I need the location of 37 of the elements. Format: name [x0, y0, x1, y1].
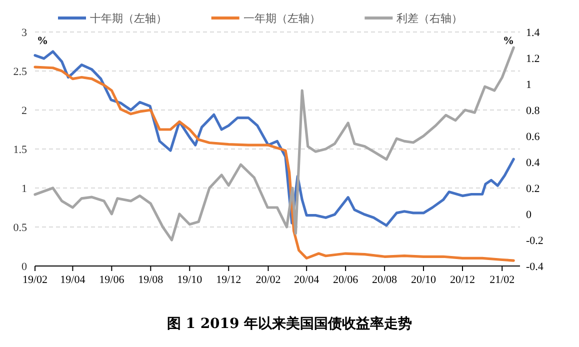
- x-tick-label: 19/08: [138, 274, 164, 286]
- y-tick-label: 0.5: [13, 222, 28, 234]
- x-tick-label: 20/04: [294, 274, 320, 286]
- y2-tick-label: -0.4: [526, 261, 544, 273]
- y-tick-label: 1.5: [13, 144, 28, 156]
- y-tick-label: 2.5: [13, 66, 28, 78]
- y-tick-label: 3: [22, 27, 28, 39]
- x-tick-label: 19/02: [22, 274, 48, 286]
- x-tick-label: 20/10: [410, 274, 437, 286]
- y2-axis-title: %: [503, 35, 514, 47]
- y2-tick-label: 1.4: [526, 27, 540, 39]
- y-tick-label: 1: [22, 183, 27, 195]
- legend-label: 一年期（左轴）: [243, 12, 320, 25]
- y-tick-label: 0: [22, 261, 28, 273]
- y2-tick-label: 0.8: [526, 105, 540, 117]
- y2-tick-label: 0.2: [526, 183, 540, 195]
- y2-tick-label: 0: [526, 209, 532, 221]
- y2-tick-label: 0.6: [526, 131, 540, 143]
- y-tick-label: 2: [22, 105, 27, 117]
- y2-tick-label: 1: [526, 79, 532, 91]
- x-tick-label: 19/12: [216, 274, 242, 286]
- x-tick-label: 19/06: [99, 274, 125, 286]
- line-series: [34, 66, 515, 262]
- x-tick-label: 19/10: [177, 274, 203, 286]
- text: 图 1 2019 年以来美国国债收益率走势: [166, 315, 412, 332]
- legend-label: 十年期（左轴）: [90, 12, 167, 25]
- y-axis-title: %: [37, 35, 48, 47]
- x-tick-label: 19/04: [60, 274, 86, 286]
- x-tick-label: 20/06: [333, 274, 359, 286]
- legend-label: 利差（右轴）: [396, 12, 463, 25]
- x-tick-label: 20/02: [256, 274, 281, 286]
- x-tick-label: 20/12: [450, 274, 476, 286]
- x-tick-label: 21/02: [490, 274, 515, 286]
- y2-tick-label: 0.4: [526, 157, 540, 169]
- y2-tick-label: -0.2: [526, 235, 544, 247]
- y2-tick-label: 1.2: [526, 53, 540, 65]
- x-tick-label: 20/08: [372, 274, 398, 286]
